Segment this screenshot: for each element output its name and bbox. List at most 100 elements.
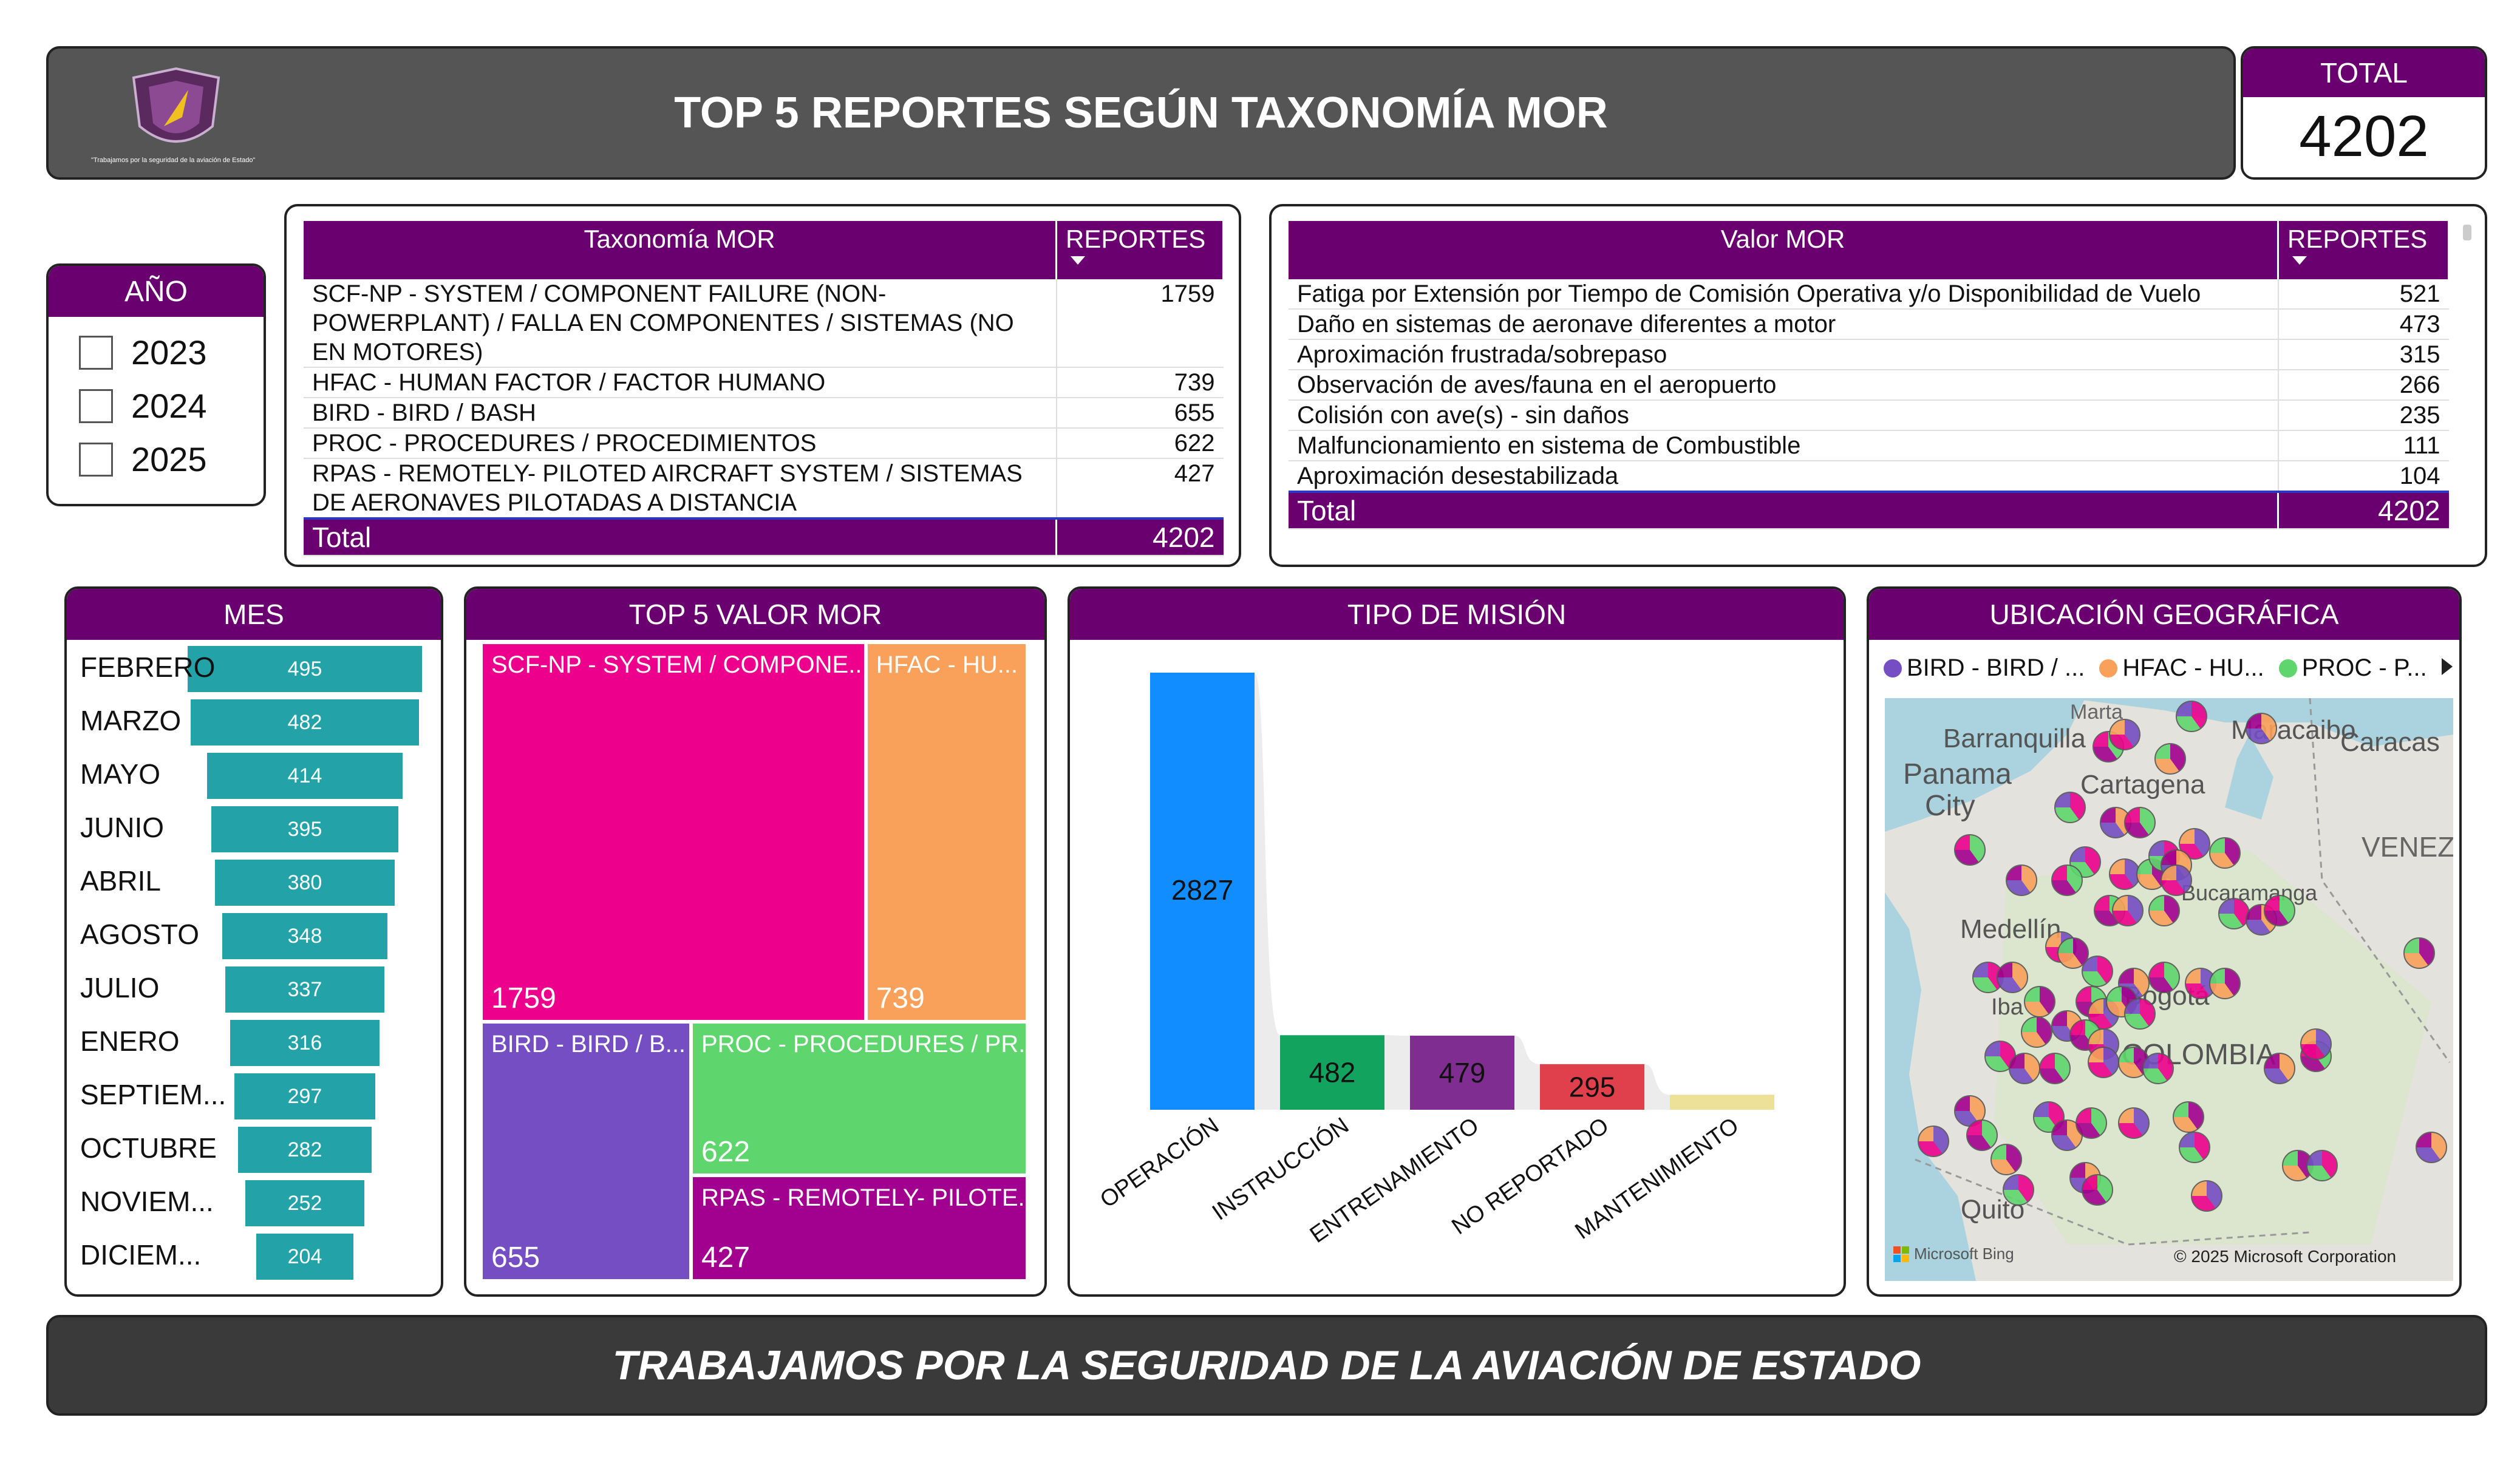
map-marker[interactable]: [2154, 743, 2186, 775]
mes-bar[interactable]: 348: [222, 913, 387, 959]
map-marker[interactable]: [2109, 858, 2140, 890]
map-marker[interactable]: [2109, 719, 2140, 750]
map-marker[interactable]: [2403, 937, 2435, 969]
map-marker[interactable]: [2191, 1180, 2222, 1212]
mision-bar[interactable]: [1280, 1035, 1384, 1110]
map-marker[interactable]: [2306, 1150, 2338, 1181]
map-marker[interactable]: [2142, 1053, 2174, 1084]
mes-row[interactable]: 252 NOVIEM...: [67, 1177, 441, 1226]
treemap-tile[interactable]: SCF-NP - SYSTEM / COMPONE... 1759: [481, 642, 866, 1022]
column-header-reportes[interactable]: REPORTES: [1056, 221, 1224, 279]
table-row[interactable]: Aproximación frustrada/sobrepaso 315: [1289, 339, 2449, 370]
map-marker[interactable]: [2033, 1101, 2065, 1133]
legend-item-hfac[interactable]: HFAC - HU...: [2099, 654, 2264, 682]
mes-row[interactable]: 414 MAYO: [67, 749, 441, 799]
table-row[interactable]: BIRD - BIRD / BASH 655: [304, 398, 1224, 429]
map-marker[interactable]: [2264, 895, 2295, 926]
table-row[interactable]: Daño en sistemas de aeronave diferentes …: [1289, 309, 2449, 340]
map-marker[interactable]: [2118, 1107, 2150, 1139]
map-marker[interactable]: [2148, 895, 2180, 926]
year-option-2023[interactable]: 2023: [79, 333, 207, 372]
map-marker[interactable]: [2124, 807, 2156, 838]
map-marker[interactable]: [2416, 1132, 2447, 1163]
mes-bar[interactable]: 204: [256, 1234, 353, 1280]
mes-row[interactable]: 348 AGOSTO: [67, 909, 441, 959]
mes-bar[interactable]: 337: [225, 966, 385, 1013]
map-marker[interactable]: [2076, 1107, 2107, 1139]
map-marker[interactable]: [2051, 864, 2083, 896]
mes-bar[interactable]: 297: [234, 1073, 375, 1119]
table-row[interactable]: RPAS - REMOTELY- PILOTED AIRCRAFT SYSTEM…: [304, 458, 1224, 519]
table-row[interactable]: Observación de aves/fauna en el aeropuer…: [1289, 370, 2449, 401]
mes-row[interactable]: 297 SEPTIEM...: [67, 1070, 441, 1119]
map-marker[interactable]: [2006, 864, 2037, 896]
map-marker[interactable]: [2009, 1053, 2040, 1084]
treemap-tile[interactable]: BIRD - BIRD / B... 655: [481, 1022, 691, 1281]
checkbox[interactable]: [79, 442, 113, 477]
map-marker[interactable]: [2300, 1028, 2332, 1060]
map-marker[interactable]: [2082, 1174, 2113, 1206]
mes-row[interactable]: 204 DICIEM...: [67, 1230, 441, 1280]
map-marker[interactable]: [1990, 1144, 2022, 1175]
map-marker[interactable]: [2003, 1174, 2034, 1206]
mes-bar[interactable]: 316: [230, 1020, 380, 1066]
mes-row[interactable]: 482 MARZO: [67, 696, 441, 745]
mes-row[interactable]: 495 FEBRERO: [67, 642, 441, 692]
map-marker[interactable]: [2246, 713, 2277, 744]
mes-row[interactable]: 282 OCTUBRE: [67, 1123, 441, 1173]
mes-row[interactable]: 380 ABRIL: [67, 856, 441, 906]
mes-row[interactable]: 395 JUNIO: [67, 803, 441, 852]
mes-row[interactable]: 316 ENERO: [67, 1016, 441, 1066]
mision-bar[interactable]: [1150, 673, 1255, 1110]
map-canvas[interactable]: Marta Barranquilla Maracaibo Caracas Pan…: [1885, 698, 2453, 1281]
map-marker[interactable]: [2088, 1047, 2119, 1078]
map-marker[interactable]: [2039, 1053, 2071, 1084]
table-row[interactable]: Malfuncionamiento en sistema de Combusti…: [1289, 430, 2449, 461]
treemap-tile[interactable]: HFAC - HU... 739: [865, 642, 1027, 1022]
map-marker[interactable]: [1918, 1126, 1949, 1157]
year-option-2024[interactable]: 2024: [79, 386, 207, 426]
map-marker[interactable]: [2179, 1132, 2210, 1163]
scrollbar-thumb[interactable]: [2463, 225, 2471, 240]
legend-next-arrow-icon[interactable]: [2441, 658, 2453, 675]
mes-bar[interactable]: 495: [188, 646, 422, 692]
table-row[interactable]: SCF-NP - SYSTEM / COMPONENT FAILURE (NON…: [304, 279, 1224, 368]
mes-bar[interactable]: 252: [245, 1180, 365, 1226]
map-marker[interactable]: [2124, 998, 2156, 1030]
mes-bar[interactable]: 482: [191, 699, 419, 745]
mes-bar[interactable]: 380: [214, 860, 395, 906]
map-marker[interactable]: [2021, 1016, 2052, 1048]
map-marker[interactable]: [2209, 837, 2241, 869]
mes-bar[interactable]: 414: [206, 753, 403, 799]
map-marker[interactable]: [2173, 1101, 2204, 1133]
year-option-2025[interactable]: 2025: [79, 440, 207, 479]
map-marker[interactable]: [2161, 864, 2192, 896]
map-marker[interactable]: [2176, 701, 2207, 732]
treemap-tile[interactable]: RPAS - REMOTELY- PILOTE... 427: [690, 1175, 1027, 1281]
column-header-reportes[interactable]: REPORTES: [2278, 221, 2450, 279]
column-header-taxonomia[interactable]: Taxonomía MOR: [304, 221, 1057, 279]
table-row[interactable]: PROC - PROCEDURES / PROCEDIMIENTOS 622: [304, 428, 1224, 459]
mes-bar[interactable]: 395: [211, 806, 398, 852]
mision-bar[interactable]: [1540, 1064, 1644, 1110]
map-marker[interactable]: [2264, 1053, 2295, 1084]
map-marker[interactable]: [2148, 962, 2180, 993]
mes-bar[interactable]: 282: [238, 1127, 372, 1173]
map-marker[interactable]: [2218, 898, 2250, 929]
map-marker[interactable]: [2112, 895, 2144, 926]
checkbox[interactable]: [79, 389, 113, 423]
map-marker[interactable]: [2054, 792, 2086, 823]
map-marker[interactable]: [2024, 986, 2055, 1017]
map-marker[interactable]: [2209, 968, 2241, 999]
table-row[interactable]: Colisión con ave(s) - sin daños 235: [1289, 400, 2449, 431]
legend-item-proc[interactable]: PROC - P...: [2278, 654, 2427, 682]
table-row[interactable]: HFAC - HUMAN FACTOR / FACTOR HUMANO 739: [304, 367, 1224, 398]
map-marker[interactable]: [1997, 962, 2028, 993]
mes-row[interactable]: 337 JULIO: [67, 963, 441, 1013]
table-row[interactable]: Aproximación desestabilizada 104: [1289, 461, 2449, 492]
map-marker[interactable]: [1954, 834, 1986, 866]
legend-item-bird[interactable]: BIRD - BIRD / ...: [1884, 654, 2085, 682]
treemap-tile[interactable]: PROC - PROCEDURES / PR... 622: [690, 1022, 1027, 1176]
map-marker[interactable]: [1966, 1119, 1998, 1151]
mision-bar[interactable]: [1410, 1036, 1514, 1110]
